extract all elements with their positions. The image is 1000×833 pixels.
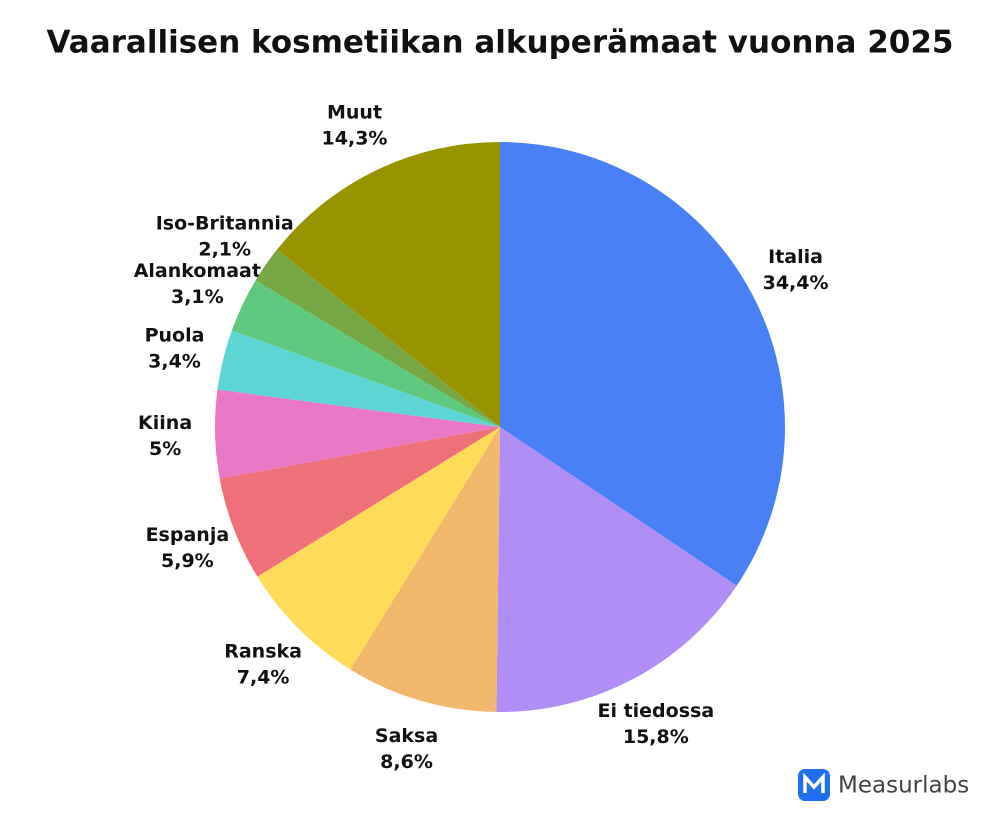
slice-value: 7,4% <box>237 666 290 688</box>
pie-slice <box>217 330 500 427</box>
pie-slice <box>496 427 737 712</box>
pie-slice <box>277 142 500 427</box>
pie-slice <box>231 280 500 427</box>
logo-text: Measurlabs <box>838 773 969 799</box>
slice-value: 14,3% <box>322 128 388 150</box>
slice-value: 15,8% <box>623 726 689 748</box>
slice-label: Alankomaat <box>134 260 261 282</box>
slice-value: 2,1% <box>198 239 251 261</box>
slice-label: Iso-Britannia <box>156 213 294 235</box>
slice-value: 3,1% <box>171 286 224 308</box>
pie-slice <box>219 427 500 577</box>
slice-value: 8,6% <box>380 751 433 773</box>
pie-slice <box>257 427 500 670</box>
slice-label: Saksa <box>375 725 438 747</box>
slice-label: Kiina <box>138 412 192 434</box>
slice-label: Ei tiedossa <box>597 700 714 722</box>
logo-glyph <box>803 772 825 793</box>
slice-label: Italia <box>768 246 823 268</box>
pie-slice <box>215 389 500 479</box>
pie-slice <box>255 249 500 427</box>
slice-value: 34,4% <box>763 272 829 294</box>
pie-slice <box>500 142 785 586</box>
slice-value: 5,9% <box>161 550 214 572</box>
slice-label: Ranska <box>224 640 302 662</box>
slice-value: 5% <box>149 438 181 460</box>
chart-title: Vaarallisen kosmetiikan alkuperämaat vuo… <box>47 25 954 61</box>
slice-label: Muut <box>327 102 382 124</box>
slice-label: Espanja <box>146 524 230 546</box>
slice-label: Puola <box>145 324 205 346</box>
pie-slice <box>350 427 500 712</box>
slice-value: 3,4% <box>148 350 201 372</box>
logo: Measurlabs <box>798 769 969 801</box>
